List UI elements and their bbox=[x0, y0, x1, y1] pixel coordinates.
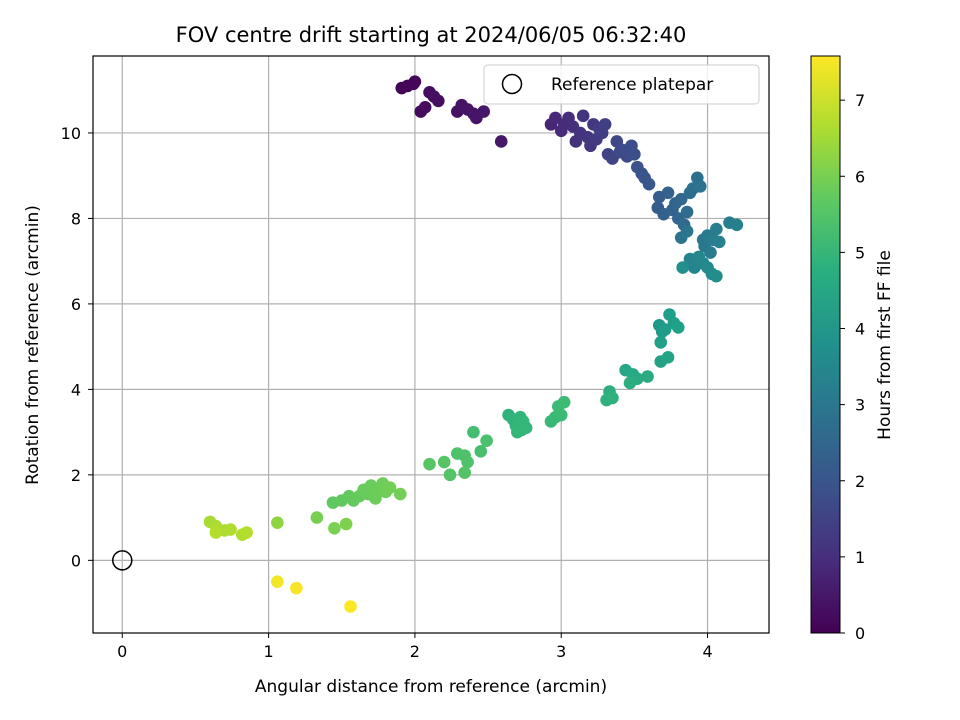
colorbar-tick-label: 5 bbox=[855, 243, 865, 262]
data-point bbox=[680, 224, 694, 238]
legend-label: Reference platepar bbox=[551, 75, 713, 95]
data-point bbox=[224, 523, 237, 536]
data-point bbox=[671, 321, 685, 334]
legend-box bbox=[483, 64, 760, 105]
data-point bbox=[515, 423, 529, 437]
colorbar-tick-label: 3 bbox=[855, 396, 865, 415]
data-point bbox=[628, 148, 641, 161]
y-axis-label: Rotation from reference (arcmin) bbox=[23, 205, 43, 485]
data-point bbox=[271, 575, 284, 589]
y-tick-label: 8 bbox=[71, 209, 81, 228]
data-point bbox=[437, 455, 451, 469]
data-point bbox=[661, 186, 675, 200]
data-point bbox=[554, 408, 568, 422]
y-tick-label: 2 bbox=[71, 466, 81, 485]
reference-platepar-marker bbox=[112, 550, 133, 571]
data-point bbox=[458, 466, 471, 480]
data-point bbox=[623, 376, 637, 390]
colorbar bbox=[810, 55, 841, 634]
data-point bbox=[658, 323, 672, 336]
data-point bbox=[418, 100, 432, 114]
data-point bbox=[642, 177, 656, 191]
data-point bbox=[477, 105, 490, 118]
data-point bbox=[641, 370, 654, 383]
colorbar-tick-label: 1 bbox=[855, 548, 865, 567]
y-tick-label: 6 bbox=[71, 295, 81, 314]
legend-reference-marker bbox=[501, 73, 523, 95]
data-point bbox=[710, 269, 723, 283]
legend: Reference platepar bbox=[483, 64, 760, 105]
data-point bbox=[339, 517, 353, 531]
data-point bbox=[598, 118, 612, 131]
chart-title: FOV centre drift starting at 2024/06/05 … bbox=[176, 23, 687, 47]
data-point bbox=[480, 434, 493, 447]
colorbar-ticks: 0 1 2 3 4 5 6 7 bbox=[840, 91, 865, 643]
data-point bbox=[712, 235, 726, 249]
data-point bbox=[557, 395, 571, 409]
data-point bbox=[310, 511, 324, 524]
x-axis-ticks: 0 1 2 3 4 bbox=[117, 633, 713, 661]
data-point bbox=[654, 336, 668, 349]
data-point bbox=[240, 526, 253, 539]
data-point bbox=[467, 425, 480, 439]
data-point bbox=[674, 192, 688, 206]
data-point bbox=[494, 135, 508, 148]
colorbar-tick-label: 2 bbox=[855, 472, 865, 491]
data-point bbox=[383, 481, 397, 494]
data-points bbox=[203, 75, 744, 613]
data-point bbox=[328, 521, 341, 535]
plot-frame bbox=[92, 55, 770, 634]
y-axis-ticks: 0 2 4 6 8 10 bbox=[61, 124, 93, 570]
data-point bbox=[704, 246, 717, 259]
data-point bbox=[680, 205, 694, 219]
data-point bbox=[730, 218, 744, 232]
data-point bbox=[661, 351, 675, 364]
data-point bbox=[271, 516, 284, 530]
data-point bbox=[461, 455, 474, 469]
grid-lines bbox=[93, 56, 769, 633]
data-point bbox=[576, 109, 590, 123]
x-axis-label: Angular distance from reference (arcmin) bbox=[255, 677, 607, 697]
data-point bbox=[676, 261, 689, 274]
x-tick-label: 1 bbox=[263, 642, 273, 661]
data-point bbox=[474, 445, 488, 458]
data-point bbox=[467, 107, 480, 120]
colorbar-tick-label: 7 bbox=[855, 91, 865, 110]
x-tick-label: 2 bbox=[410, 642, 420, 661]
data-point bbox=[393, 487, 407, 501]
data-point bbox=[710, 222, 723, 236]
data-point bbox=[209, 526, 223, 539]
colorbar-tick-label: 6 bbox=[855, 167, 865, 186]
data-point bbox=[549, 111, 562, 125]
data-point bbox=[443, 468, 457, 482]
data-point bbox=[290, 581, 303, 595]
colorbar-tick-label: 4 bbox=[855, 320, 865, 339]
y-tick-label: 4 bbox=[71, 380, 81, 399]
x-tick-label: 3 bbox=[556, 642, 566, 661]
y-tick-label: 0 bbox=[71, 551, 81, 570]
data-point bbox=[693, 180, 707, 193]
y-tick-label: 10 bbox=[61, 124, 81, 143]
x-tick-label: 4 bbox=[702, 642, 712, 661]
colorbar-tick-label: 0 bbox=[855, 624, 865, 643]
data-point bbox=[423, 457, 436, 471]
x-tick-label: 0 bbox=[117, 642, 127, 661]
data-point bbox=[344, 600, 357, 613]
data-point bbox=[432, 94, 445, 108]
colorbar-label: Hours from first FF file bbox=[875, 250, 895, 440]
data-point bbox=[408, 75, 422, 88]
data-point bbox=[600, 393, 613, 407]
